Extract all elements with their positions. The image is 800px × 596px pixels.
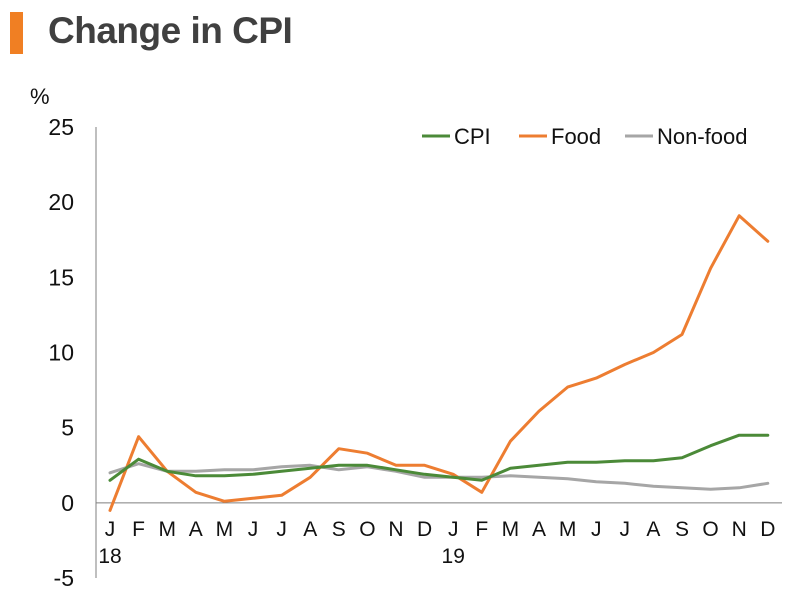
- x-tick-label: A: [189, 518, 203, 541]
- y-tick-label: 25: [48, 114, 74, 140]
- x-tick-label: N: [732, 518, 747, 541]
- y-tick-label: 20: [48, 189, 74, 215]
- legend-label: CPI: [454, 124, 491, 149]
- axes: [95, 127, 782, 578]
- y-tick-label: 15: [48, 264, 74, 290]
- y-axis-ticks: -5 0 5 10 15 20 25: [48, 114, 74, 591]
- x-tick-label: M: [216, 518, 234, 541]
- x-tick-label: F: [132, 518, 145, 541]
- y-tick-label: 10: [48, 340, 74, 366]
- x-tick-label: J: [248, 518, 259, 541]
- x-tick-label: A: [646, 518, 660, 541]
- x-tick-label: M: [559, 518, 577, 541]
- x-tick-label: N: [388, 518, 403, 541]
- legend: CPI Food Non-food: [422, 124, 748, 149]
- x-year-label: 18: [98, 545, 121, 568]
- x-tick-label: J: [276, 518, 287, 541]
- x-tick-label: S: [332, 518, 346, 541]
- x-tick-label: A: [303, 518, 317, 541]
- x-tick-label: M: [158, 518, 176, 541]
- x-tick-label: D: [417, 518, 432, 541]
- x-tick-label: J: [620, 518, 631, 541]
- legend-label: Food: [551, 124, 601, 149]
- y-axis-unit-label: %: [30, 84, 50, 109]
- x-tick-label: D: [760, 518, 775, 541]
- x-axis-ticks: J F M A M J J A S O N D J F M A M J J A S O N D18 19: [98, 518, 775, 568]
- x-tick-label: A: [532, 518, 546, 541]
- x-tick-label: J: [448, 518, 459, 541]
- x-tick-label: O: [359, 518, 375, 541]
- series-lines: [108, 214, 770, 512]
- x-year-label: 19: [442, 545, 465, 568]
- legend-label: Non-food: [657, 124, 748, 149]
- y-tick-label: 0: [61, 490, 74, 516]
- x-tick-label: F: [475, 518, 488, 541]
- x-tick-label: O: [702, 518, 718, 541]
- x-tick-label: S: [675, 518, 689, 541]
- y-tick-label: 5: [61, 415, 74, 441]
- x-tick-label: M: [502, 518, 520, 541]
- x-tick-label: J: [105, 518, 116, 541]
- series-line-food: [108, 214, 770, 512]
- title-accent-bar: [10, 12, 23, 54]
- series-line-cpi: [108, 433, 770, 482]
- x-tick-label: J: [591, 518, 602, 541]
- chart-title: Change in CPI: [48, 10, 293, 51]
- y-tick-label: -5: [54, 565, 74, 591]
